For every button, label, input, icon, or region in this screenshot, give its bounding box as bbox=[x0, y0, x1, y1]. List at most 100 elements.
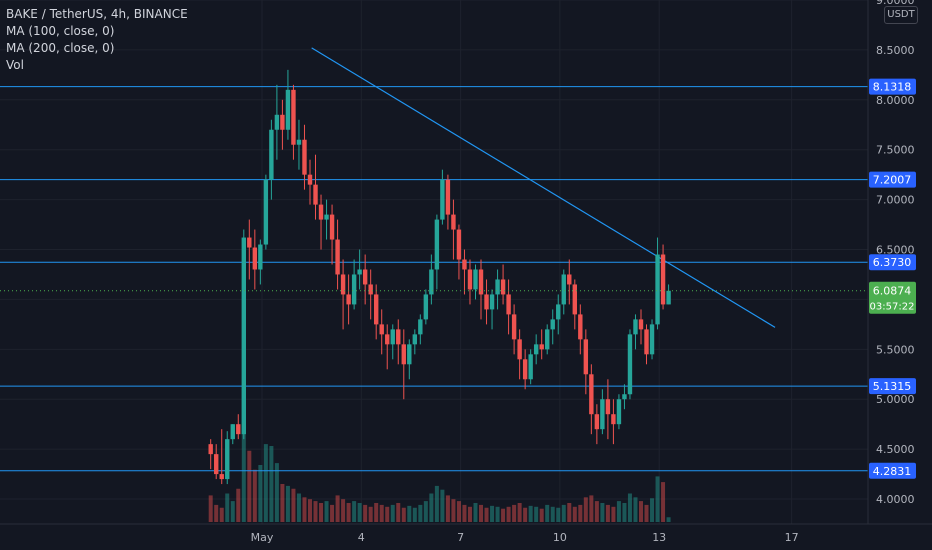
price-tick-label: 8.0000 bbox=[876, 94, 915, 107]
volume-bar bbox=[324, 501, 329, 522]
volume-bar bbox=[622, 503, 627, 522]
volume-bar bbox=[390, 504, 395, 522]
volume-bar bbox=[208, 495, 213, 522]
volume-bar bbox=[451, 499, 456, 522]
indicator-ma200[interactable]: MA (200, close, 0) bbox=[6, 41, 115, 55]
volume-bar bbox=[661, 482, 666, 522]
volume-bar bbox=[241, 389, 246, 522]
volume-bar bbox=[412, 507, 417, 522]
candle-body bbox=[633, 319, 638, 335]
price-tick-label: 7.5000 bbox=[876, 144, 915, 157]
volume-bar bbox=[291, 488, 296, 522]
level-price-tag-label: 4.2831 bbox=[873, 465, 912, 478]
volume-bar bbox=[484, 507, 489, 522]
currency-unit-badge[interactable]: USDT bbox=[884, 6, 918, 24]
candle-body bbox=[660, 254, 666, 305]
candle-body bbox=[655, 254, 660, 325]
candles bbox=[208, 69, 671, 485]
candle-body bbox=[241, 237, 246, 435]
candle-body bbox=[572, 284, 577, 315]
volume-bar bbox=[578, 504, 583, 522]
volume-bar bbox=[550, 506, 555, 522]
candle-body bbox=[362, 269, 368, 285]
candle-body bbox=[456, 229, 462, 260]
price-tick-label: 9.0000 bbox=[876, 0, 915, 7]
candle-body bbox=[545, 329, 550, 350]
candle-body bbox=[379, 324, 384, 335]
volume-bar bbox=[666, 517, 671, 522]
candle-body bbox=[274, 114, 280, 130]
candle-body bbox=[324, 214, 329, 220]
volume-bar bbox=[396, 503, 401, 522]
volume-bar bbox=[561, 504, 566, 522]
level-price-tag-label: 8.1318 bbox=[873, 81, 912, 94]
level-price-tag bbox=[869, 378, 916, 395]
candle-body bbox=[611, 414, 616, 425]
candle-body bbox=[550, 319, 555, 330]
trendline bbox=[311, 47, 776, 328]
volume-bar bbox=[594, 501, 599, 522]
level-price-tag bbox=[869, 78, 916, 95]
volume-bar bbox=[616, 501, 621, 522]
candle-body bbox=[594, 414, 600, 430]
candle-body bbox=[396, 329, 401, 345]
candle-body bbox=[556, 304, 561, 320]
volume-bar bbox=[611, 506, 616, 522]
candle-body bbox=[219, 474, 224, 480]
level-price-tag-label: 5.1315 bbox=[873, 380, 912, 393]
candle-body bbox=[533, 344, 539, 355]
candle-body bbox=[484, 294, 489, 310]
chart-title[interactable]: BAKE / TetherUS, 4h, BINANCE bbox=[6, 7, 188, 21]
volume-bar bbox=[440, 489, 445, 522]
candle-body bbox=[495, 279, 500, 295]
volume-bar bbox=[434, 485, 439, 522]
volume-bar bbox=[633, 497, 638, 522]
volume-bar bbox=[225, 493, 230, 522]
time-tick-label: 10 bbox=[553, 531, 567, 544]
candle-body bbox=[506, 294, 511, 315]
candle-body bbox=[467, 269, 473, 290]
volume-bar bbox=[285, 485, 290, 522]
time-tick-label: 13 bbox=[652, 531, 666, 544]
price-tags: 8.1318 7.2007 6.3730 5.1315 4.2831 6.0874 03:5… bbox=[869, 78, 916, 479]
candle-body bbox=[622, 394, 627, 400]
indicator-vol[interactable]: Vol bbox=[6, 58, 24, 72]
candle-body bbox=[429, 269, 434, 295]
time-tick-label: 4 bbox=[358, 531, 365, 544]
last-price-label: 6.0874 bbox=[873, 285, 912, 298]
volume-bar bbox=[385, 506, 390, 522]
time-axis: May 4 7 10 13 17 bbox=[251, 531, 799, 544]
candle-body bbox=[600, 399, 605, 430]
candle-body bbox=[313, 184, 318, 205]
volume-bars bbox=[208, 389, 671, 522]
volume-bar bbox=[650, 498, 655, 522]
indicator-ma100[interactable]: MA (100, close, 0) bbox=[6, 24, 115, 38]
candle-body bbox=[500, 279, 506, 295]
volume-bar bbox=[252, 469, 257, 522]
volume-bar bbox=[374, 503, 379, 522]
volume-bar bbox=[407, 505, 412, 522]
volume-bar bbox=[506, 506, 511, 522]
time-tick-label: 7 bbox=[457, 531, 464, 544]
volume-bar bbox=[462, 504, 467, 522]
candle-body bbox=[225, 439, 230, 480]
candle-body bbox=[478, 269, 484, 295]
candle-body bbox=[489, 294, 495, 310]
candle-body bbox=[616, 399, 622, 425]
candle-body bbox=[385, 334, 390, 345]
candle-body bbox=[511, 314, 517, 340]
volume-bar bbox=[445, 495, 450, 522]
volume-bar bbox=[495, 506, 500, 522]
candle-body bbox=[307, 174, 313, 185]
volume-bar bbox=[418, 504, 423, 522]
price-axis: 9.00008.50008.00007.50007.00006.50006.00… bbox=[876, 0, 915, 506]
level-price-tag bbox=[869, 171, 916, 188]
volume-bar bbox=[655, 476, 660, 522]
volume-bar bbox=[258, 465, 263, 522]
volume-bar bbox=[219, 507, 224, 522]
trend-line bbox=[311, 47, 776, 328]
volume-bar bbox=[456, 501, 461, 522]
price-tick-label: 4.5000 bbox=[876, 443, 915, 456]
candle-body bbox=[522, 359, 528, 380]
